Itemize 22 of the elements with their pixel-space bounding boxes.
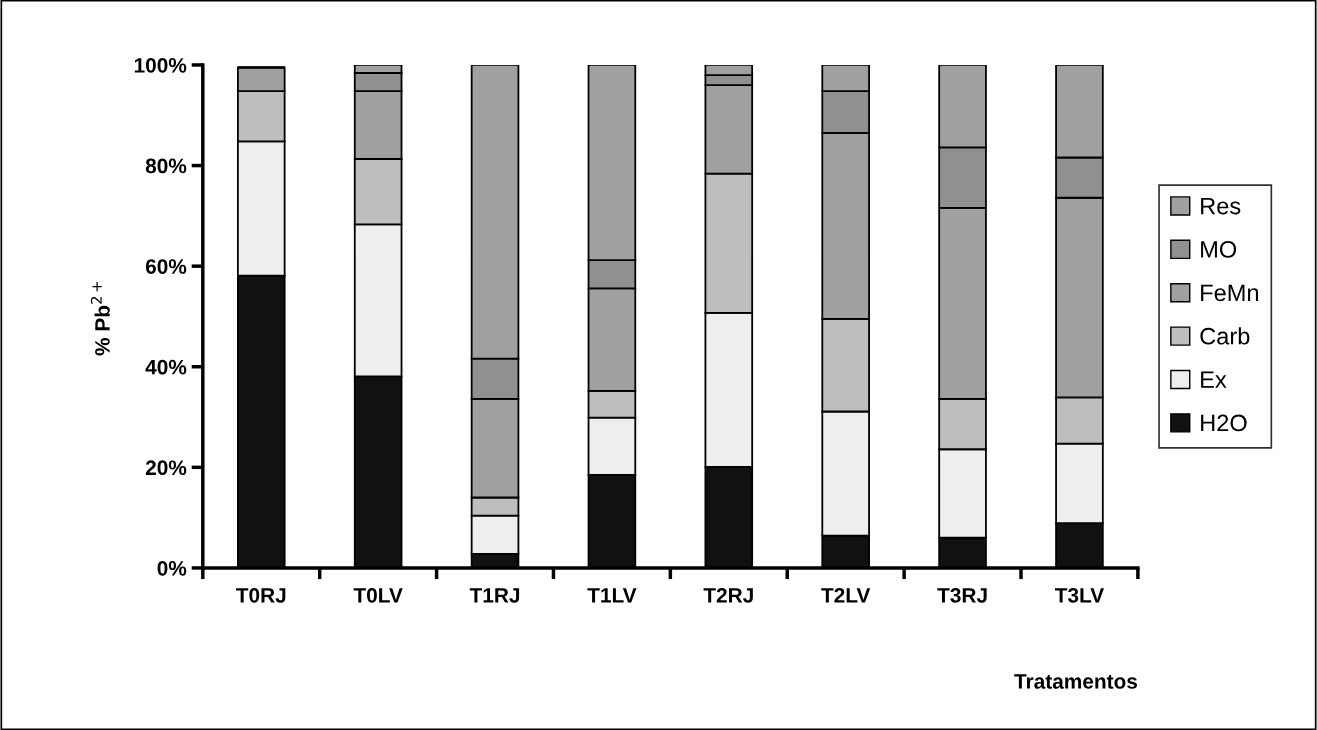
x-axis-title: Tratamentos <box>1014 674 1138 689</box>
y-tick-label: 100% <box>134 57 187 73</box>
y-tick-label: 80% <box>145 158 187 174</box>
legend-label: MO <box>1201 241 1237 258</box>
y-tick-label: 20% <box>145 460 187 476</box>
y-axis-title: % Pb$^{2+}$ <box>90 282 110 356</box>
x-tick-label: T3LV <box>1054 587 1104 603</box>
legend-label: H2O <box>1201 414 1247 432</box>
legend-label: Res <box>1201 197 1241 215</box>
y-tick-label: 60% <box>145 259 187 274</box>
x-tick-label: T2LV <box>821 587 871 603</box>
legend-label: Ex <box>1201 371 1227 388</box>
x-tick-label: T0RJ <box>236 587 286 603</box>
x-tick-label: T0LV <box>353 587 403 603</box>
legend-label: Carb <box>1200 327 1250 345</box>
y-tick-label: 40% <box>145 359 187 375</box>
x-tick-label: T2RJ <box>703 587 753 603</box>
x-tick-label: T1RJ <box>469 588 520 603</box>
y-tick-label: 0% <box>157 560 187 576</box>
x-tick-label: T3RJ <box>937 587 987 603</box>
legend-label: FeMn <box>1201 284 1258 302</box>
x-tick-label: T1LV <box>587 588 637 603</box>
